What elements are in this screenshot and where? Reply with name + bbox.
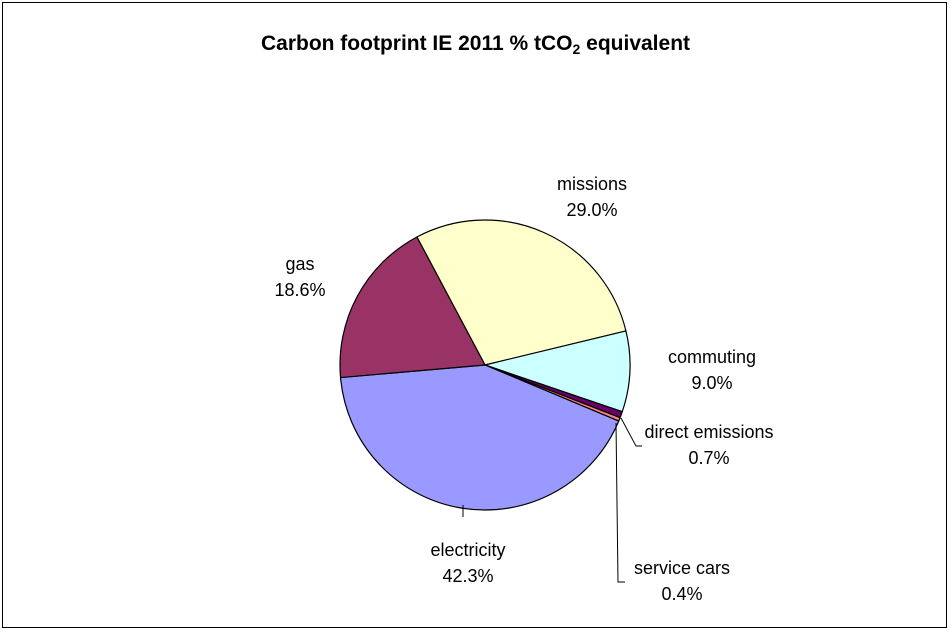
slice-labels: missions 29.0% commuting 9.0% direct emissio… [274,174,773,604]
slice-label-gas: gas 18.6% [274,254,325,300]
slice-label-service-cars: service cars 0.4% [634,558,730,604]
pie-slice-missions [416,219,627,366]
pie-slice-gas [339,236,486,379]
leader-lines [462,417,642,583]
leader-line-direct-emissions [620,417,642,447]
leader-line-service-cars [615,422,625,583]
title-suffix: equivalent [580,32,691,55]
title-subscript: 2 [572,41,581,57]
slice-label-commuting: commuting 9.0% [668,347,756,393]
title-prefix: Carbon footprint IE 2011 % tCO [260,32,573,55]
pie-slice-commuting [484,330,631,413]
chart-title: Carbon footprint IE 2011 % tCO2 equivale… [0,32,951,56]
slice-label-missions: missions 29.0% [557,174,627,220]
slice-label-direct-emissions: direct emissions 0.7% [644,422,773,468]
pie-slices [339,219,631,511]
slice-label-electricity: electricity 42.3% [430,540,505,586]
